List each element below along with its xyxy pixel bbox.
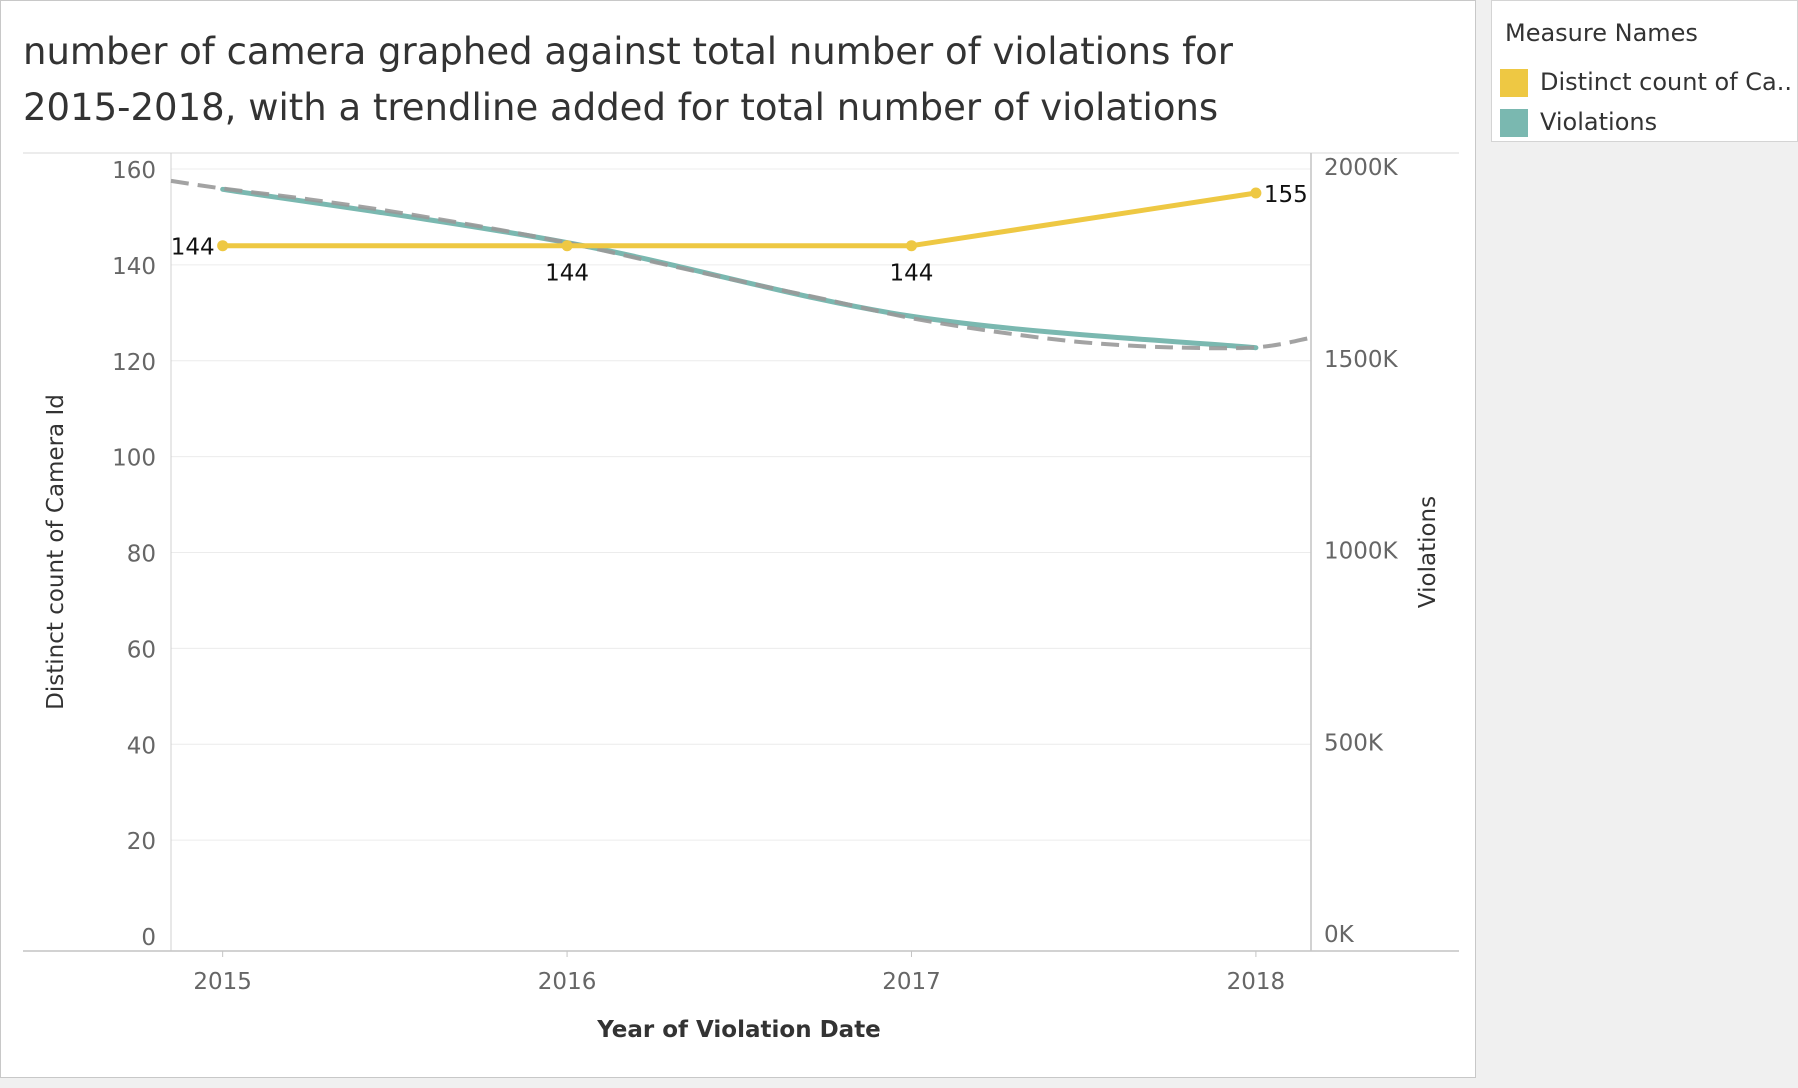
y-left-tick-label: 20 bbox=[127, 829, 156, 855]
y-right-axis-title: Violations bbox=[1415, 496, 1441, 608]
chart-svg: number of camera graphed against total n… bbox=[23, 30, 1459, 1043]
legend-item-violations[interactable]: Violations bbox=[1500, 107, 1790, 137]
x-tick-label: 2018 bbox=[1227, 969, 1286, 995]
data-point-distinct-count bbox=[217, 240, 229, 252]
chart-title-line: number of camera graphed against total n… bbox=[23, 30, 1234, 73]
x-axis-title: Year of Violation Date bbox=[596, 1017, 881, 1043]
legend-item-distinct-count[interactable]: Distinct count of Ca.. bbox=[1500, 67, 1792, 97]
legend-swatch-distinct-count bbox=[1500, 69, 1528, 97]
series-line-distinct-count bbox=[222, 190, 1257, 249]
y-left-tick-label: 140 bbox=[112, 254, 156, 280]
data-point-distinct-count bbox=[561, 240, 573, 252]
y-left-axis-title: Distinct count of Camera Id bbox=[43, 394, 69, 710]
data-label-distinct-count: 155 bbox=[1264, 182, 1308, 208]
x-tick-label: 2017 bbox=[882, 969, 941, 995]
y-right-tick-label: 2000K bbox=[1324, 155, 1399, 181]
x-tick-label: 2015 bbox=[193, 969, 252, 995]
data-point-distinct-count bbox=[905, 240, 917, 252]
data-label-distinct-count: 144 bbox=[545, 261, 589, 287]
y-left-tick-label: 0 bbox=[141, 925, 156, 951]
data-label-distinct-count: 144 bbox=[890, 261, 934, 287]
trendline-violations bbox=[170, 178, 1312, 351]
series-line-violations bbox=[220, 186, 1259, 351]
data-label-distinct-count: 144 bbox=[171, 235, 215, 261]
legend-label-distinct-count: Distinct count of Ca.. bbox=[1540, 68, 1792, 96]
y-left-tick-label: 40 bbox=[127, 733, 156, 759]
y-left-tick-label: 60 bbox=[127, 637, 156, 663]
data-point-distinct-count bbox=[1250, 187, 1262, 199]
chart-panel: number of camera graphed against total n… bbox=[0, 0, 1476, 1078]
y-left-tick-label: 160 bbox=[112, 158, 156, 184]
y-left-tick-label: 100 bbox=[112, 446, 156, 472]
legend-panel: Measure Names Distinct count of Ca.. Vio… bbox=[1491, 0, 1798, 142]
y-right-tick-label: 1000K bbox=[1324, 539, 1399, 565]
legend-title: Measure Names bbox=[1505, 19, 1698, 47]
legend-label-violations: Violations bbox=[1540, 108, 1658, 136]
y-right-tick-label: 500K bbox=[1324, 730, 1384, 756]
chart-title-line: 2015-2018, with a trendline added for to… bbox=[23, 86, 1218, 129]
y-left-tick-label: 120 bbox=[112, 350, 156, 376]
y-right-tick-label: 1500K bbox=[1324, 347, 1399, 373]
y-right-tick-label: 0K bbox=[1324, 922, 1355, 948]
legend-swatch-violations bbox=[1500, 109, 1528, 137]
x-tick-label: 2016 bbox=[538, 969, 597, 995]
y-left-tick-label: 80 bbox=[127, 542, 156, 568]
